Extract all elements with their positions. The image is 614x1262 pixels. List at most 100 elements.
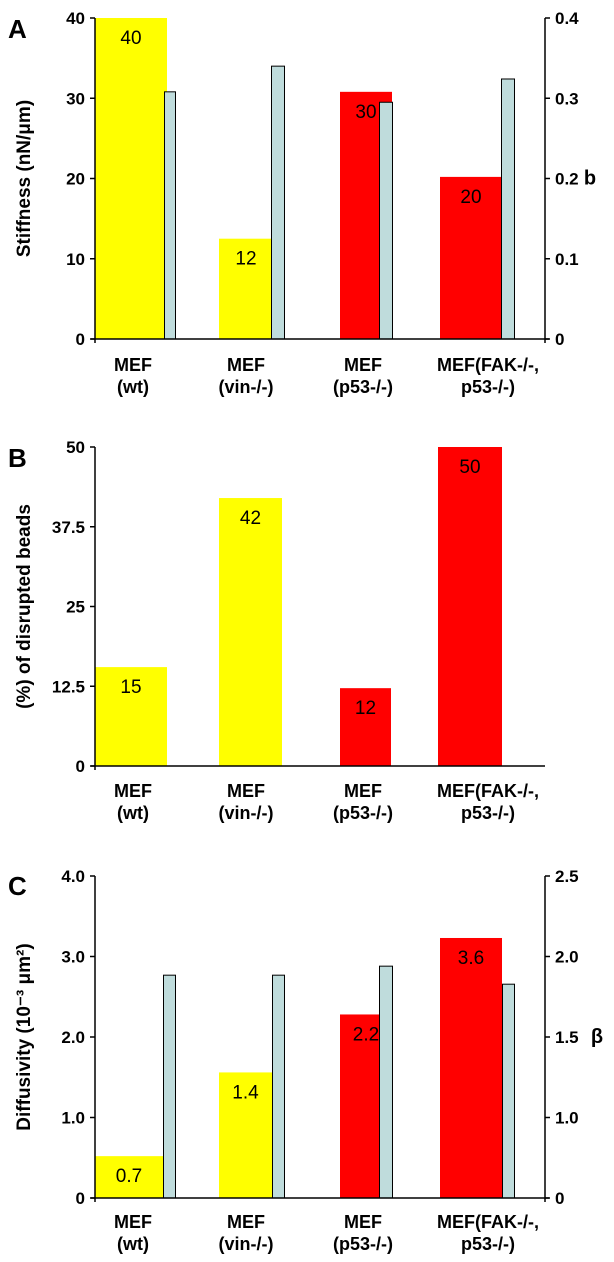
panel-a-category-1-line-2: (wt) [117,377,149,397]
panel-b-category-4-line-1: MEF(FAK-/-, [437,781,539,801]
panel-b-bar-2 [219,498,282,766]
panel-b-category-1-line-2: (wt) [117,803,149,823]
panel-a-y-axis-label: Stiffness (nN/μm) [14,100,35,257]
panel-c-ytick-label-2: 1.0 [61,1109,85,1128]
panel-b-data-label-3: 12 [355,698,376,719]
panel-c-y-axis-label: Diffusivity (10⁻³ μm²) [14,943,35,1130]
panel-a-category-3: MEF (p53-/-) [333,355,393,397]
panel-a-bar-4 [440,176,502,339]
panel-c-category-1-line-1: MEF [114,1212,152,1232]
panel-c-bar-2 [219,1072,272,1198]
panel-a-beta-bar-3 [379,101,393,340]
panel-c-letter: C [8,871,27,901]
panel-b-category-2-line-1: MEF [227,781,265,801]
panel-a-category-4-line-1: MEF(FAK-/-, [437,355,539,375]
panel-a-ytick-label-4: 30 [66,89,85,108]
panel-c-ytick-label-5: 4.0 [61,867,85,886]
panel-a-y2tick-label-4: 0.3 [555,89,579,108]
panel-c-category-2: MEF (vin-/-) [219,1212,274,1254]
panel-a-category-3-line-1: MEF [344,355,382,375]
panel-c-ytick-label-4: 3.0 [61,948,85,967]
panel-b-category-3-line-2: (p53-/-) [333,803,393,823]
panel-a-y2tick-label-5: 0.4 [555,9,579,28]
panel-c-beta-bar-4 [502,983,515,1199]
panel-c-y2tick-label-3: 1.5 [555,1028,579,1047]
panel-a-y2tick-label-2: 0.1 [555,250,579,269]
panel-a-category-1-line-1: MEF [114,355,152,375]
panel-c-beta-bar-1 [163,974,176,1199]
panel-a-category-2: MEF (vin-/-) [219,355,274,397]
panel-c-y2tick-label-1: 0 [555,1189,564,1208]
panel-b-category-4: MEF(FAK-/-, p53-/-) [437,781,539,823]
panel-c-category-3: MEF (p53-/-) [333,1212,393,1254]
panel-b-category-3: MEF (p53-/-) [333,781,393,823]
panel-a-ytick-label-3: 20 [66,170,85,189]
panel-b-ytick-label-3: 25 [66,598,85,617]
panel-b-bar-3 [340,688,391,766]
panel-b-bar-4 [438,447,502,766]
panel-a-beta-bar-1 [164,91,176,340]
panel-c-ytick-label-3: 2.0 [61,1028,85,1047]
panel-a-letter: A [8,14,27,44]
panel-c-bar-4 [440,937,502,1198]
panel-c-category-2-line-1: MEF [227,1212,265,1232]
panel-b-category-1: MEF (wt) [114,781,152,823]
panel-b-category-2-line-2: (vin-/-) [219,803,274,823]
panel-c-category-4: MEF(FAK-/-, p53-/-) [437,1212,539,1254]
panel-a-data-label-4: 20 [460,187,481,208]
panel-c-category-2-line-2: (vin-/-) [219,1234,274,1254]
panel-a-beta-bar-4 [501,78,515,340]
panel-c-category-3-line-1: MEF [344,1212,382,1232]
panel-b-category-1-line-1: MEF [114,781,152,801]
panel-a-category-4: MEF(FAK-/-, p53-/-) [437,355,539,397]
panel-c-data-label-1: 0.7 [116,1166,142,1187]
panel-b-bar-1 [95,667,167,766]
panel-b-ytick-label-5: 50 [66,438,85,457]
panel-b-ytick-label-2: 12.5 [52,677,85,696]
panel-c-data-label-4: 3.6 [458,948,484,969]
panel-a-data-label-2: 12 [235,249,256,270]
panel-a-bar-1 [95,18,167,339]
panel-a-ytick-label-2: 10 [66,250,85,269]
panel-b-ytick-label-4: 37.5 [52,518,85,537]
panel-c-category-1: MEF (wt) [114,1212,152,1254]
panel-c-ytick-label-1: 0 [76,1189,85,1208]
panel-b-category-2: MEF (vin-/-) [219,781,274,823]
panel-c-category-4-line-2: p53-/-) [461,1234,515,1254]
panel-c-category-4-line-1: MEF(FAK-/-, [437,1212,539,1232]
panel-b-category-4-line-2: p53-/-) [461,803,515,823]
panel-b-data-label-1: 15 [120,677,141,698]
panel-b-data-label-2: 42 [240,508,261,529]
panel-a-y2tick-label-3: 0.2 [555,170,579,189]
panel-a-category-4-line-2: p53-/-) [461,377,515,397]
panel-a-category-2-line-2: (vin-/-) [219,377,274,397]
panel-c-y2-axis-label: β [591,1026,603,1048]
panel-a-category-3-line-2: (p53-/-) [333,377,393,397]
panel-a-category-2-line-1: MEF [227,355,265,375]
panel-a-y2-axis-label: b [584,168,596,190]
panel-a-y2tick-label-1: 0 [555,330,564,349]
panel-c-data-label-2: 1.4 [232,1082,259,1103]
panel-b-letter: B [8,443,27,473]
panel-a-ytick-label-5: 40 [66,9,85,28]
panel-a-data-label-1: 40 [120,28,141,49]
panel-c-category-1-line-2: (wt) [117,1234,149,1254]
panel-b-data-label-4: 50 [459,457,480,478]
panel-b-category-3-line-1: MEF [344,781,382,801]
panel-c-y2tick-label-2: 1.0 [555,1109,579,1128]
panel-a-category-1: MEF (wt) [114,355,152,397]
panel-a-beta-bar-2 [271,65,285,340]
panel-a-bar-2 [219,238,273,339]
panel-b-ytick-label-1: 0 [76,757,85,776]
panel-c-beta-bar-3 [379,965,393,1199]
panel-b-y-axis-label: (%) of disrupted beads [14,504,35,709]
panel-c-data-label-3: 2.2 [353,1024,379,1045]
panel-a-ytick-label-1: 0 [76,330,85,349]
panel-c-bar-1 [95,1156,163,1198]
panel-c-y2tick-label-4: 2.0 [555,948,579,967]
panel-a-data-label-3: 30 [355,102,376,123]
panel-c-category-3-line-2: (p53-/-) [333,1234,393,1254]
panel-c-y2tick-label-5: 2.5 [555,867,579,886]
panel-c-beta-bar-2 [272,974,285,1199]
